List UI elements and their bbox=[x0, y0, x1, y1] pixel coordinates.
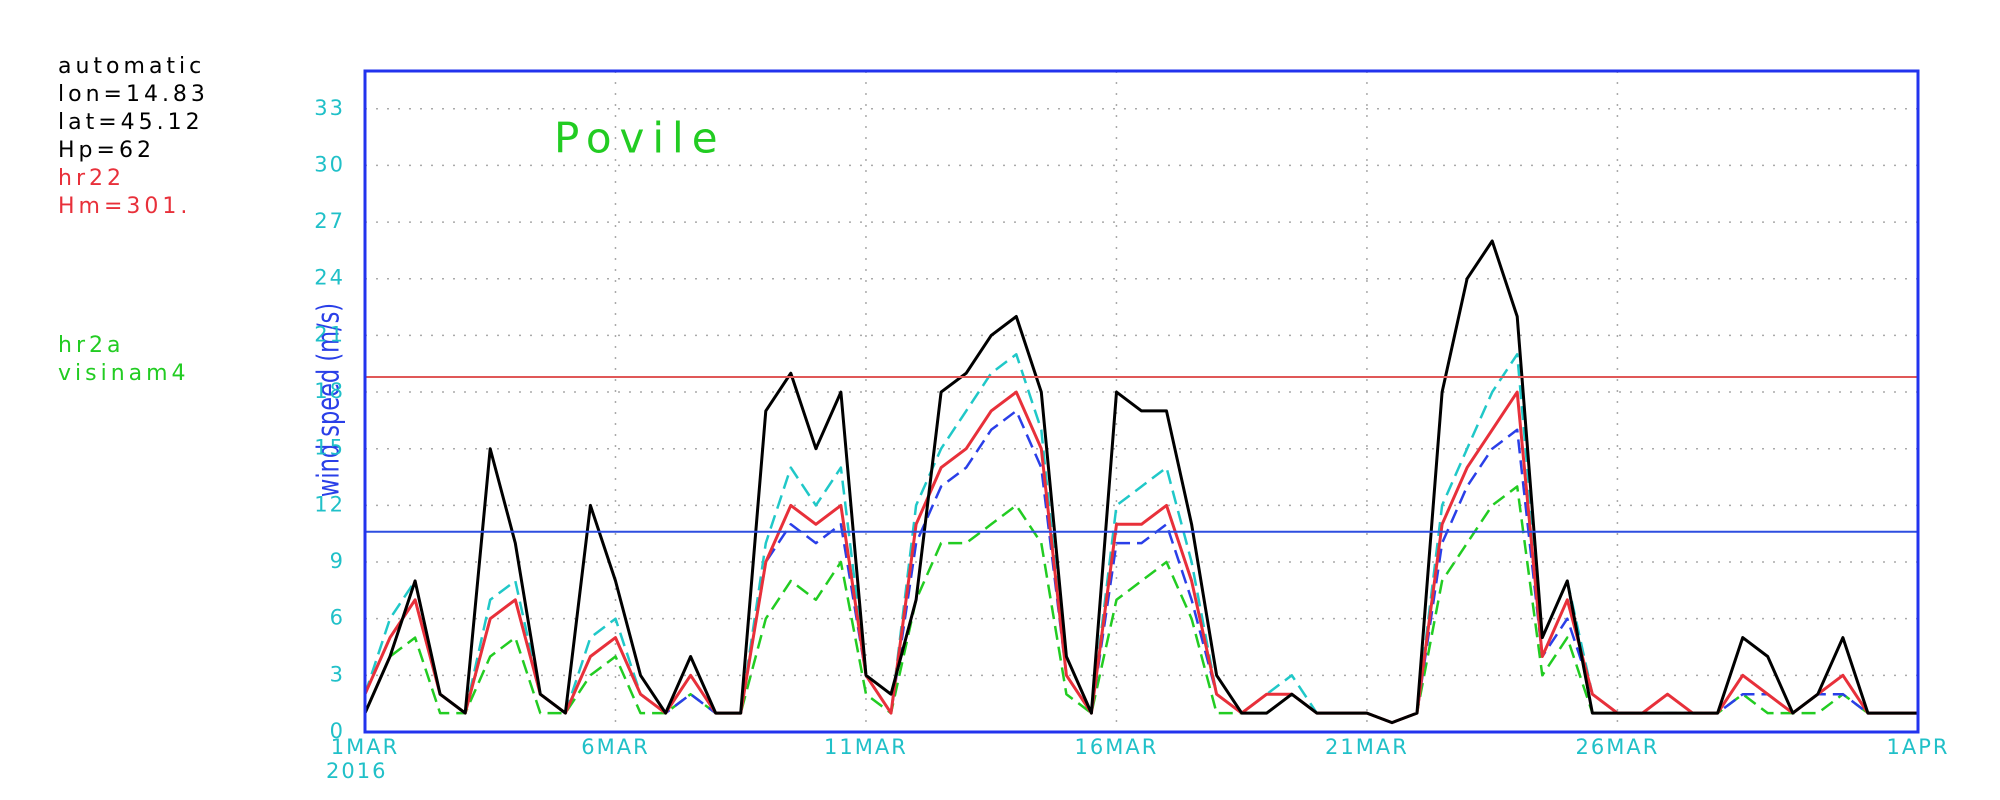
series-line bbox=[363, 239, 1918, 725]
annotation: lon=14.83 bbox=[58, 82, 209, 107]
chart-title: Povile bbox=[554, 114, 726, 163]
y-tick-label: 24 bbox=[314, 266, 345, 290]
annotation: lat=45.12 bbox=[58, 110, 204, 135]
x-tick-label: 26MAR bbox=[1576, 735, 1660, 759]
y-tick-label: 27 bbox=[314, 209, 345, 233]
y-tick-label: 15 bbox=[314, 436, 345, 460]
annotation: hr2a bbox=[58, 333, 124, 358]
y-tick-label: 21 bbox=[314, 322, 345, 346]
annotation: Hm=301. bbox=[58, 194, 191, 219]
y-tick-label: 18 bbox=[314, 379, 345, 403]
annotation: Hp=62 bbox=[58, 138, 155, 163]
x-tick-label: 21MAR bbox=[1325, 735, 1409, 759]
annotation: visinam4 bbox=[58, 361, 190, 386]
series-line bbox=[363, 390, 1918, 725]
annotation: automatic bbox=[58, 54, 205, 79]
annotation: hr22 bbox=[58, 166, 125, 191]
x-tick-label: 1APR bbox=[1887, 735, 1950, 759]
series-line bbox=[363, 409, 1918, 724]
y-tick-label: 33 bbox=[314, 96, 345, 120]
x-tick-label: 6MAR bbox=[581, 735, 649, 759]
y-axis-label: wind speed (m/s) bbox=[311, 303, 346, 497]
y-tick-label: 3 bbox=[330, 662, 345, 686]
y-tick-label: 30 bbox=[314, 152, 345, 176]
y-tick-label: 9 bbox=[330, 549, 345, 573]
x-tick-label: 16MAR bbox=[1075, 735, 1159, 759]
plot-frame bbox=[363, 69, 1920, 734]
x-year-label: 2016 bbox=[326, 759, 387, 783]
y-tick-label: 12 bbox=[314, 492, 345, 516]
x-tick-label: 1MAR bbox=[331, 735, 399, 759]
y-tick-label: 0 bbox=[330, 719, 345, 743]
x-tick-label: 11MAR bbox=[824, 735, 908, 759]
y-tick-label: 6 bbox=[330, 606, 345, 630]
series-line bbox=[363, 485, 1918, 724]
